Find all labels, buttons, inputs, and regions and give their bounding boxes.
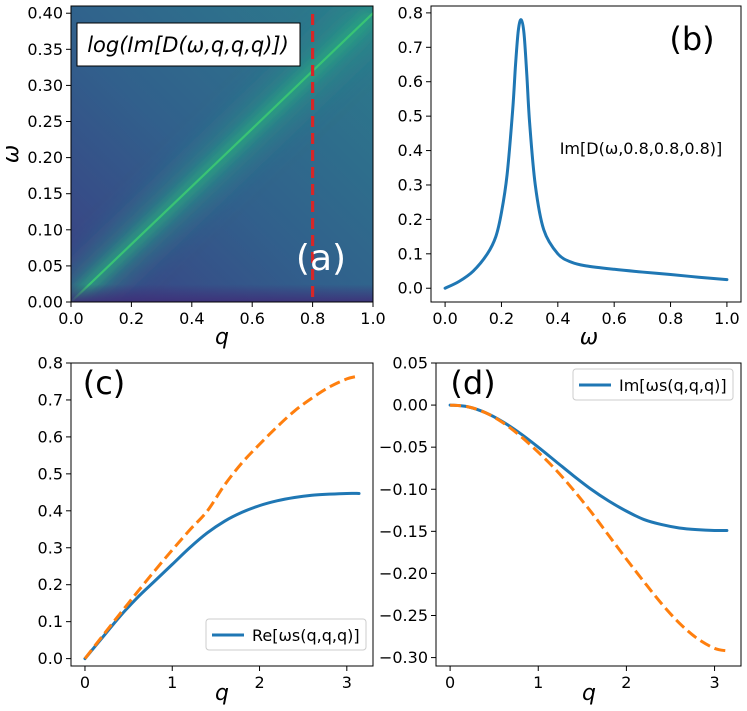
panel-b-ytick-label: 0.6 <box>398 72 423 91</box>
panel-b-label: (b) <box>669 20 714 58</box>
panel-c-ytick-label: 0.1 <box>38 612 63 631</box>
panel-d-legend-box <box>572 368 734 401</box>
panel-d-ytick-label: 0.05 <box>392 354 428 373</box>
panel-b-frame <box>430 5 742 303</box>
panel-a-xtick-label: 1.0 <box>360 309 385 328</box>
panel-b-ytick-label: 0.4 <box>398 141 423 160</box>
panel-a-xtick-label: 0.6 <box>239 309 264 328</box>
panel-b-ytick-label: 0.0 <box>398 279 423 298</box>
panel-c-ytick-label: 0.4 <box>38 501 63 520</box>
panel-d-line-chart: 0 1 2 3 0.05 0.00 −0.05 −0.10 −0.15 −0.20 −0.25 −0.… <box>379 354 742 706</box>
panel-c-legend-box <box>205 618 367 651</box>
panel-d-ytick-label: −0.25 <box>379 606 428 625</box>
panel-b-ytick-label: 0.7 <box>398 38 423 57</box>
panel-d-ytick-label: −0.30 <box>379 648 428 667</box>
panel-b-xtick-label: 0.0 <box>432 309 457 328</box>
panel-b-series-solid <box>443 18 729 290</box>
panel-d-series-dashed <box>449 403 728 653</box>
panel-c-xlabel: q <box>215 681 229 706</box>
panel-c-xtick-label: 0 <box>80 673 90 692</box>
panel-d-label: (d) <box>450 364 495 402</box>
panel-d-xtick-label: 3 <box>709 673 719 692</box>
panel-c-ytick-label: 0.2 <box>38 575 63 594</box>
panel-a-label: (a) <box>296 238 346 279</box>
panel-c-line-chart: 0 1 2 3 0.0 0.1 0.2 0.3 0.4 0.5 0.6 0.7 0.8 (c) Re[ω… <box>38 354 374 706</box>
panel-c-legend: Re[ωs(q,q,q)] <box>205 618 367 651</box>
panel-b-ytick-label: 0.2 <box>398 210 423 229</box>
panel-d-frame <box>435 362 742 667</box>
panel-a-ytick-label: 0.00 <box>27 293 63 312</box>
panel-d-ytick-label: −0.20 <box>379 564 428 583</box>
panel-c-xtick-label: 3 <box>342 673 352 692</box>
panel-b-xtick-label: 0.8 <box>658 309 683 328</box>
panel-b-xtick-label: 0.2 <box>489 309 514 328</box>
panel-b-xlabel: ω <box>580 325 598 350</box>
panel-c-xtick-label: 1 <box>167 673 177 692</box>
panel-d-xtick-label: 2 <box>621 673 631 692</box>
panel-c-series-solid <box>83 491 361 661</box>
panel-a-ytick-label: 0.25 <box>27 112 63 131</box>
panel-c-ytick-label: 0.3 <box>38 538 63 557</box>
panel-a-ytick-label: 0.15 <box>27 184 63 203</box>
panel-a-ytick-label: 0.35 <box>27 40 63 59</box>
panel-b-ytick-label: 0.5 <box>398 107 423 126</box>
panel-c-ytick-label: 0.5 <box>38 464 63 483</box>
panel-d-legend: Im[ωs(q,q,q)] <box>572 368 734 401</box>
panel-a-ytick-label: 0.30 <box>27 76 63 95</box>
panel-a-ytick-label: 0.40 <box>27 4 63 23</box>
panel-a-ytick-label: 0.10 <box>27 220 63 239</box>
panel-d-ytick-label: 0.00 <box>392 396 428 415</box>
panel-c-ytick-label: 0.6 <box>38 427 63 446</box>
panel-c-ytick-label: 0.7 <box>38 390 63 409</box>
panel-c-ytick-label: 0.8 <box>38 354 63 373</box>
panel-c-label: (c) <box>83 364 126 402</box>
panel-a-xlabel: q <box>215 325 229 350</box>
panel-a-xtick-label: 0.4 <box>179 309 204 328</box>
panel-a-frame <box>70 5 374 303</box>
panel-d-ytick-label: −0.05 <box>379 438 428 457</box>
panel-b-line-chart: 0.0 0.2 0.4 0.6 0.8 1.0 0.0 0.1 0.2 0.3 0.4 0.5 0.6 0… <box>398 3 742 350</box>
panel-c-frame <box>70 362 374 667</box>
panel-d-ytick-label: −0.10 <box>379 480 428 499</box>
panel-d-ytick-label: −0.15 <box>379 522 428 541</box>
panel-d-legend-label: Im[ωs(q,q,q)] <box>619 376 727 395</box>
heatmap-title-box <box>76 22 301 67</box>
panel-d-xtick-label: 0 <box>445 673 455 692</box>
panel-a-ylabel: ω <box>0 145 24 163</box>
panel-b-xtick-label: 0.6 <box>601 309 626 328</box>
panel-b-ytick-label: 0.1 <box>398 244 423 263</box>
panel-b-xtick-label: 0.4 <box>545 309 570 328</box>
panel-b-xtick-label: 1.0 <box>714 309 739 328</box>
panel-b-ytick-label: 0.8 <box>398 3 423 22</box>
panel-d-xlabel: q <box>582 681 596 706</box>
panel-c-xtick-label: 2 <box>254 673 264 692</box>
panel-c-ytick-label: 0.0 <box>38 649 63 668</box>
panel-c-legend-label: Re[ωs(q,q,q)] <box>252 626 360 645</box>
panel-a-xtick-label: 0.8 <box>300 309 325 328</box>
heatmap-title: log(Im[D(ω,q,q,q)]) <box>87 33 289 57</box>
panel-b-ytick-label: 0.3 <box>398 175 423 194</box>
panel-d-xtick-label: 1 <box>533 673 543 692</box>
panel-c-series-dashed <box>83 374 360 660</box>
panel-a-ytick-label: 0.05 <box>27 256 63 275</box>
panel-a-xtick-label: 0.2 <box>119 309 144 328</box>
panel-a-ytick-label: 0.20 <box>27 148 63 167</box>
panel-d-series-solid <box>448 403 729 533</box>
panel-a-xtick-label: 0.0 <box>58 309 83 328</box>
panel-a-heatmap: log(Im[D(ω,q,q,q)]) (a) 0.0 0.2 0.4 0.6 0.8 1… <box>0 4 386 350</box>
panel-b-annotation: Im[D(ω,0.8,0.8,0.8)] <box>560 139 723 158</box>
